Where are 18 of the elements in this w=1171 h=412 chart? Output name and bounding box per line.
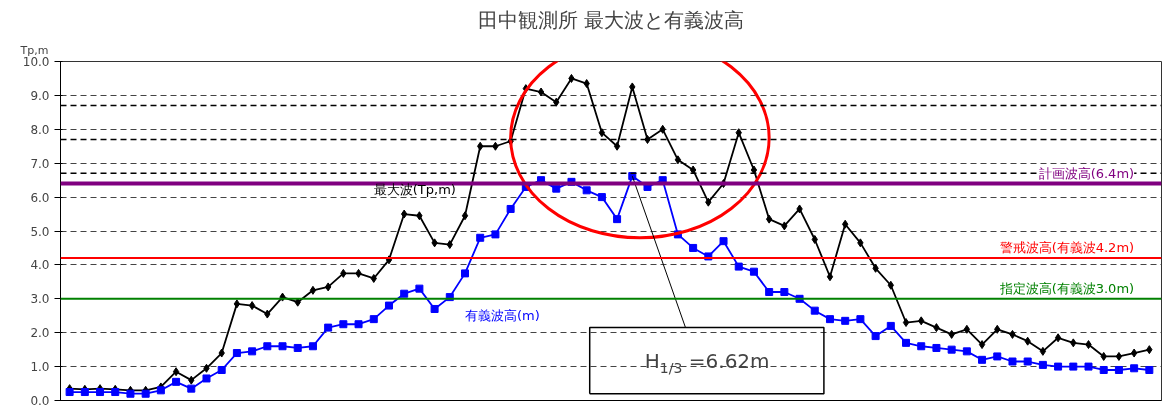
ref-line-label: 指定波高(有義波3.0m) [998,280,1135,296]
series-label: 最大波(Tp,m) [373,182,456,198]
y-axis-title: Tp,m [19,43,49,57]
y-tick-label: 5.0 [30,224,50,239]
ref-line-label: 計画波高(6.4m) [1038,165,1135,181]
y-tick-label: 4.0 [30,258,50,273]
y-tick-label: 9.0 [30,88,50,103]
y-tick-label: 2.0 [30,326,50,341]
chart-title: 田中観測所 最大波と有義波高 [477,7,745,32]
y-tick-label: 6.0 [30,190,50,205]
y-tick-label: 1.0 [30,360,50,375]
y-tick-label: 0.0 [30,394,50,408]
y-tick-label: 7.0 [30,156,50,171]
ref-line-label: 警戒波高(有義波4.2m) [999,240,1135,256]
y-tick-label: 3.0 [30,292,50,307]
y-tick-label: 10.0 [22,55,50,69]
y-tick-label: 8.0 [30,122,50,137]
series-label: 有義波高(m) [465,307,540,323]
